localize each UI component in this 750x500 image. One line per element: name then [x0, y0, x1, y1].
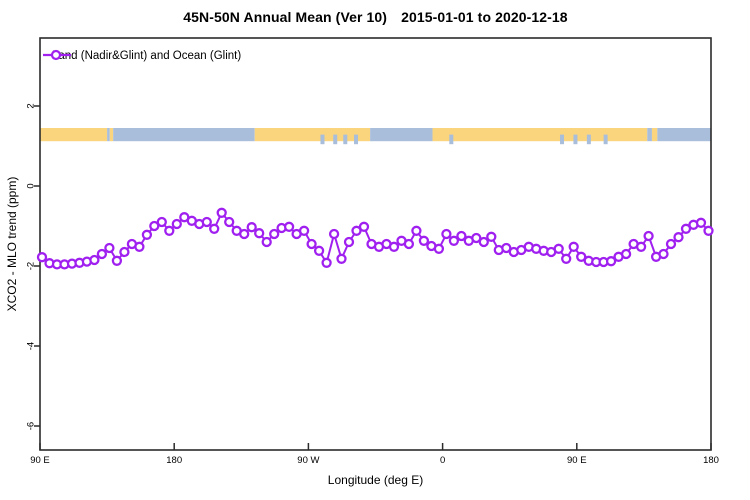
y-axis-title: XCO2 - MLO trend (ppm)	[5, 176, 19, 312]
data-point	[433, 243, 445, 254]
map-band-lake	[354, 134, 359, 145]
data-point	[448, 235, 460, 246]
data-point	[658, 248, 669, 260]
data-point	[456, 230, 467, 242]
x-axis-title: Longitude (deg E)	[327, 473, 424, 487]
data-point	[111, 255, 123, 266]
data-point	[441, 228, 452, 240]
data-point	[254, 228, 265, 239]
series-line	[41, 211, 710, 266]
data-point	[478, 236, 489, 248]
data-point	[643, 230, 654, 242]
map-band-lake	[333, 134, 338, 145]
data-point	[561, 253, 572, 264]
data-point	[388, 241, 400, 252]
data-point	[351, 225, 362, 236]
data-point	[149, 220, 160, 232]
map-band-ocean	[107, 128, 110, 142]
y-tick-label: -2	[26, 262, 37, 270]
map-band-lake	[573, 134, 578, 145]
plot-box	[39, 37, 712, 451]
map-band-lake	[449, 134, 454, 145]
data-point	[635, 241, 647, 252]
map-band-lake	[320, 134, 325, 145]
x-tick-label: 90 E	[567, 455, 587, 466]
data-point	[343, 236, 355, 248]
data-point	[486, 231, 497, 242]
x-tick-label: 0	[440, 455, 445, 466]
data-point	[695, 217, 707, 228]
x-tick-label: 180	[166, 455, 182, 466]
data-point	[89, 254, 100, 266]
data-point	[216, 207, 227, 218]
data-point	[553, 243, 564, 254]
y-tick-label: 0	[26, 183, 37, 188]
legend-line-marker-icon	[43, 49, 71, 61]
data-point	[306, 238, 317, 250]
data-point	[321, 257, 332, 268]
map-band-land	[254, 128, 371, 142]
data-point	[134, 241, 145, 252]
map-band-ocean	[657, 128, 711, 142]
data-point	[201, 216, 212, 228]
legend-label: Land (Nadir&Glint) and Ocean (Glint)	[52, 50, 242, 62]
map-band-land	[432, 128, 648, 142]
map-band-ocean	[113, 128, 255, 142]
chart-title-main: 45N-50N Annual Mean (Ver 10)	[183, 9, 388, 25]
data-point	[171, 218, 182, 230]
data-point	[96, 248, 108, 260]
map-band-ocean	[647, 128, 652, 142]
data-point	[313, 245, 325, 256]
data-point	[298, 225, 310, 236]
data-point	[576, 251, 587, 262]
data-point	[336, 253, 347, 264]
data-point	[620, 248, 632, 260]
data-point	[665, 238, 677, 250]
data-point	[283, 221, 295, 232]
data-point	[224, 216, 235, 228]
data-point	[239, 228, 250, 240]
data-point	[156, 216, 167, 228]
map-band-lake	[343, 134, 348, 145]
data-point	[246, 222, 257, 233]
data-point	[501, 242, 512, 254]
map-band-land	[40, 128, 108, 142]
data-point	[36, 252, 48, 263]
data-point	[358, 221, 370, 232]
data-point	[403, 238, 415, 250]
data-point	[703, 225, 714, 236]
data-point	[471, 232, 482, 244]
data-point	[411, 225, 422, 236]
map-band-land	[651, 128, 658, 142]
data-point	[418, 235, 430, 246]
legend: Land (Nadir&Glint) and Ocean (Glint)	[43, 48, 241, 64]
map-band-land	[109, 128, 114, 142]
y-tick-label: 2	[26, 103, 37, 108]
map-band-ocean	[370, 128, 433, 142]
data-point	[605, 256, 617, 267]
data-point	[261, 236, 272, 248]
chart-title: 45N-50N Annual Mean (Ver 10) 2015-01-01 t…	[40, 9, 711, 25]
x-tick-label: 90 E	[30, 455, 50, 466]
x-tick-label: 90 W	[297, 455, 319, 466]
map-band-lake	[586, 134, 591, 145]
map-band-lake	[603, 134, 608, 145]
data-point	[119, 246, 130, 258]
data-point	[269, 228, 280, 240]
data-point	[673, 232, 684, 243]
data-point	[209, 223, 220, 234]
data-point	[164, 225, 175, 236]
map-band-lake	[560, 134, 565, 145]
x-tick-label: 180	[703, 455, 719, 466]
data-point	[680, 223, 692, 234]
data-point	[141, 229, 153, 240]
y-tick-label: -4	[26, 342, 37, 350]
chart-title-dates: 2015-01-01 to 2020-12-18	[401, 9, 568, 25]
data-point	[328, 228, 340, 240]
data-point	[104, 242, 115, 254]
data-point	[568, 241, 579, 252]
y-tick-label: -6	[26, 422, 37, 430]
